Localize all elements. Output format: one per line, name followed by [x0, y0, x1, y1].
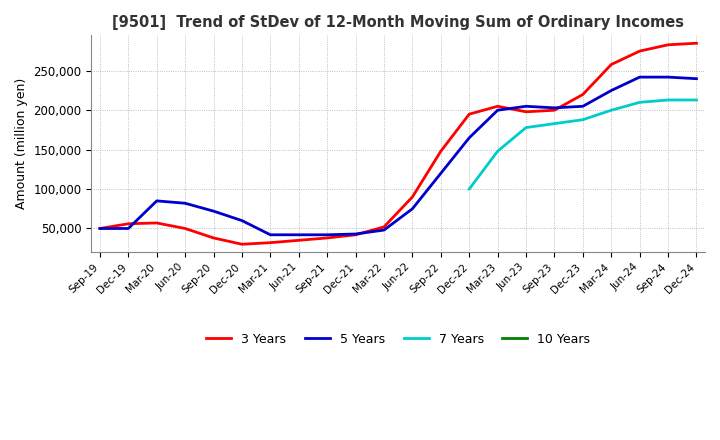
- 5 Years: [266, 232, 275, 238]
- 3 Years: [579, 92, 588, 97]
- 7 Years: [607, 108, 616, 113]
- 3 Years: [493, 104, 502, 109]
- 7 Years: [664, 97, 672, 103]
- 3 Years: [124, 221, 132, 227]
- 3 Years: [238, 242, 246, 247]
- 3 Years: [607, 62, 616, 67]
- 3 Years: [266, 240, 275, 246]
- 3 Years: [408, 194, 417, 200]
- 5 Years: [550, 105, 559, 110]
- Y-axis label: Amount (million yen): Amount (million yen): [15, 78, 28, 209]
- 7 Years: [493, 149, 502, 154]
- 5 Years: [635, 74, 644, 80]
- 7 Years: [692, 97, 701, 103]
- 5 Years: [294, 232, 303, 238]
- 3 Years: [465, 111, 474, 117]
- 3 Years: [294, 238, 303, 243]
- 5 Years: [607, 88, 616, 93]
- 5 Years: [379, 227, 388, 233]
- 5 Years: [408, 206, 417, 211]
- 5 Years: [522, 104, 531, 109]
- 3 Years: [522, 109, 531, 114]
- 3 Years: [323, 235, 331, 241]
- 3 Years: [664, 42, 672, 48]
- Legend: 3 Years, 5 Years, 7 Years, 10 Years: 3 Years, 5 Years, 7 Years, 10 Years: [201, 328, 595, 351]
- 3 Years: [181, 226, 189, 231]
- 5 Years: [323, 232, 331, 238]
- 3 Years: [379, 224, 388, 230]
- 7 Years: [635, 100, 644, 105]
- Line: 5 Years: 5 Years: [100, 77, 696, 235]
- 3 Years: [436, 149, 445, 154]
- 3 Years: [550, 108, 559, 113]
- 5 Years: [436, 171, 445, 176]
- 5 Years: [351, 231, 360, 237]
- Title: [9501]  Trend of StDev of 12-Month Moving Sum of Ordinary Incomes: [9501] Trend of StDev of 12-Month Moving…: [112, 15, 684, 30]
- 5 Years: [579, 104, 588, 109]
- 7 Years: [465, 187, 474, 192]
- 5 Years: [493, 108, 502, 113]
- 5 Years: [664, 74, 672, 80]
- 3 Years: [210, 235, 218, 241]
- 7 Years: [522, 125, 531, 130]
- 5 Years: [692, 76, 701, 81]
- 3 Years: [635, 48, 644, 54]
- 7 Years: [579, 117, 588, 122]
- 3 Years: [153, 220, 161, 226]
- 5 Years: [465, 135, 474, 140]
- 5 Years: [181, 201, 189, 206]
- 3 Years: [96, 226, 104, 231]
- Line: 3 Years: 3 Years: [100, 43, 696, 244]
- 5 Years: [153, 198, 161, 204]
- 5 Years: [124, 226, 132, 231]
- 3 Years: [351, 232, 360, 238]
- 5 Years: [210, 209, 218, 214]
- 3 Years: [692, 40, 701, 46]
- 5 Years: [238, 218, 246, 223]
- 7 Years: [550, 121, 559, 126]
- 5 Years: [96, 226, 104, 231]
- Line: 7 Years: 7 Years: [469, 100, 696, 189]
